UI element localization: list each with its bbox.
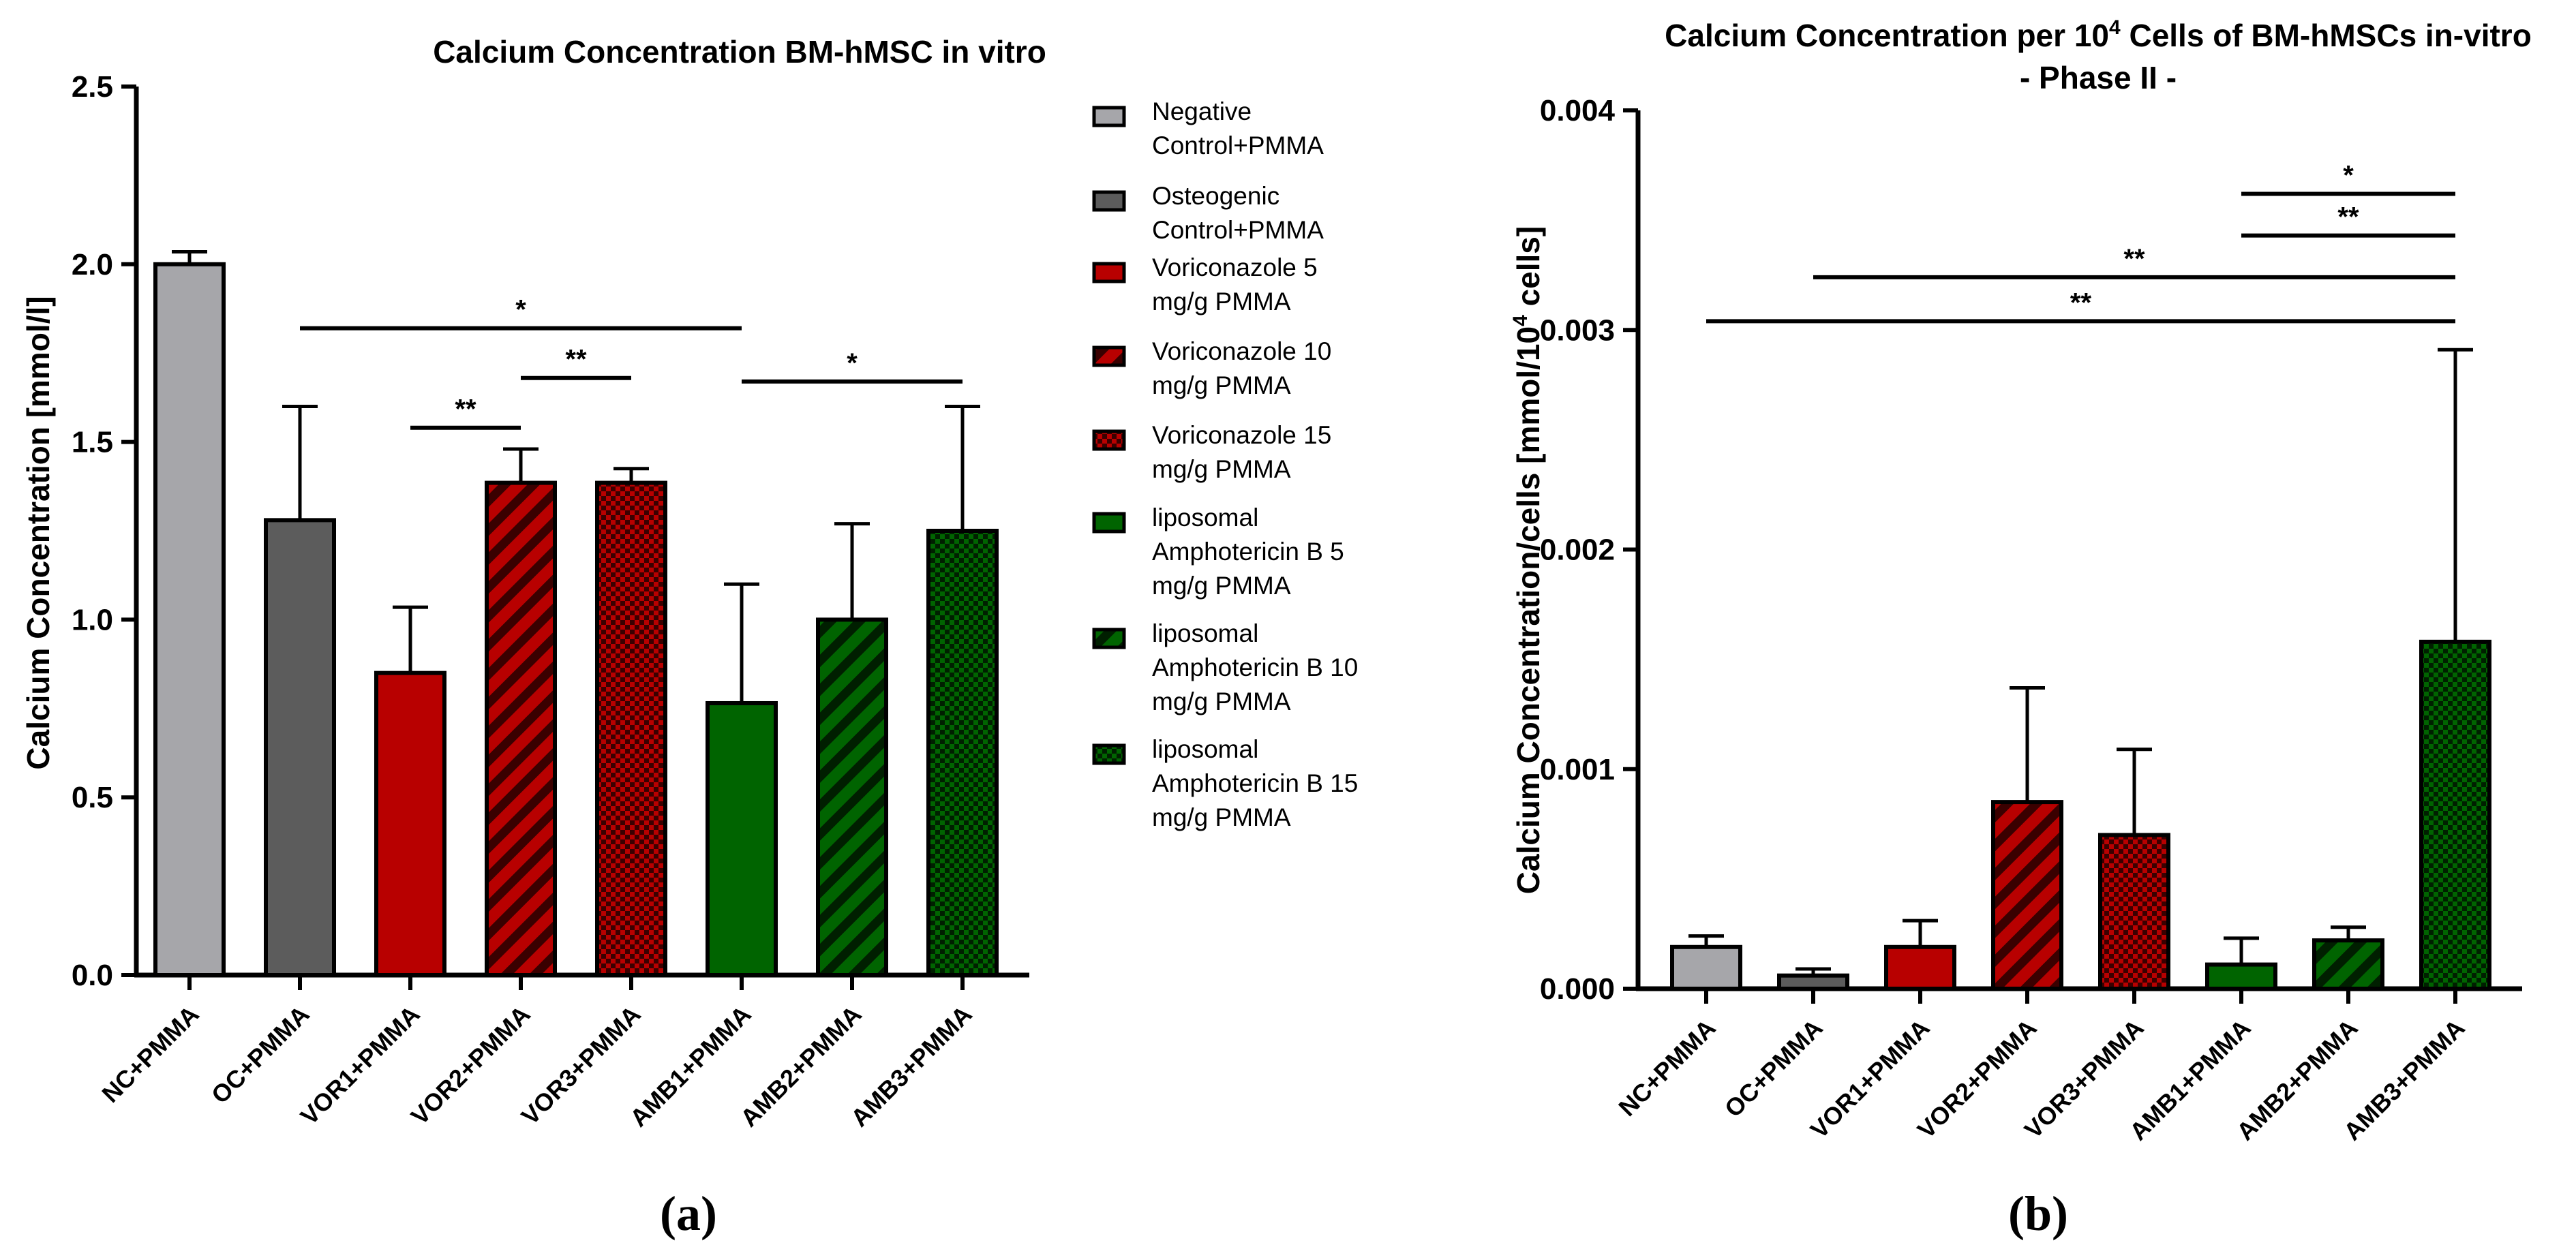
significance-label: ** <box>2070 288 2092 318</box>
bar-VOR3+PMMA <box>595 480 667 977</box>
legend-swatch <box>1092 190 1126 212</box>
chart-a-significance: ****** <box>300 295 963 430</box>
y-tick-label: 0.004 <box>1540 94 1616 127</box>
significance-label: * <box>847 348 858 378</box>
legend-swatch <box>1092 512 1126 534</box>
legend-swatch <box>1092 106 1126 127</box>
chart-b-ylabel-superscript: 4 <box>1509 315 1532 326</box>
legend-swatch <box>1092 628 1126 649</box>
legend: Negative Control+PMMA Osteogenic Control+PM… <box>1092 97 1358 831</box>
chart-a-x-tick-labels: NC+PMMA OC+PMMAVOR1+PMMAVOR2+PMMAVOR3+PMM… <box>96 1000 977 1132</box>
bar-AMB2+PMMA <box>816 617 888 977</box>
y-tick-label: 0.001 <box>1540 753 1615 786</box>
significance-label: ** <box>2337 202 2359 232</box>
y-tick-label: 0.000 <box>1540 972 1615 1006</box>
bar-NC+PMMA <box>153 262 226 977</box>
y-tick-label: 2.5 <box>72 70 113 104</box>
chart-b-significance: ******* <box>1706 160 2455 324</box>
legend-swatch <box>1092 345 1126 367</box>
chart-b-bars <box>1670 348 2491 991</box>
legend-swatch <box>1092 743 1126 765</box>
bar-VOR1+PMMA <box>1884 944 1956 991</box>
y-tick-label: 1.5 <box>72 426 113 459</box>
legend-label: Voriconazole 5 mg/g PMMA <box>1152 253 1318 315</box>
chart-b-title-superscript: 4 <box>2109 16 2121 39</box>
bar-AMB3+PMMA <box>926 529 999 977</box>
y-tick-label: 0.5 <box>72 781 113 814</box>
chart-panel-a: Calcium Concentration BM-hMSC in vitro C… <box>20 34 1046 1241</box>
chart-a-title: Calcium Concentration BM-hMSC in vitro <box>433 34 1046 70</box>
y-tick-label: 0.002 <box>1540 534 1615 567</box>
chart-a-ylabel: Calcium Concentration [mmol/l] <box>20 296 56 769</box>
chart-b-axes: 0.000 0.001 0.002 0.003 0.004 <box>1540 94 2522 1006</box>
y-tick-label: 0.0 <box>72 959 113 992</box>
significance-label: ** <box>565 345 587 375</box>
chart-b-title: Calcium Concentration per 104 Cells of B… <box>1665 16 2532 53</box>
bar-VOR2+PMMA <box>485 480 557 977</box>
bar-AMB3+PMMA <box>2419 639 2491 991</box>
bar-OC+PMMA <box>264 518 336 977</box>
bar-VOR1+PMMA <box>374 670 446 977</box>
panel-a-label: (a) <box>660 1186 717 1241</box>
chart-b-ylabel: Calcium Concentration/cells [mmol/104 ce… <box>1509 226 1546 894</box>
chart-b-ylabel-rest: cells] <box>1511 226 1546 315</box>
chart-b-subtitle: - Phase II - <box>2020 60 2177 95</box>
x-tick-label: NC+PMMA <box>96 1000 204 1108</box>
chart-panel-b: Calcium Concentration per 104 Cells of B… <box>1509 16 2532 1241</box>
y-tick-label: 1.0 <box>72 603 113 636</box>
legend-label: Voriconazole 15 mg/g PMMA <box>1152 421 1331 483</box>
bar-AMB2+PMMA <box>2312 938 2384 991</box>
chart-b-title-rest: Cells of BM-hMSCs in-vitro <box>2121 18 2532 53</box>
bar-NC+PMMA <box>1670 944 1742 991</box>
bar-OC+PMMA <box>1777 973 1849 991</box>
legend-label: Osteogenic Control+PMMA <box>1152 182 1324 244</box>
x-tick-label: OC+PMMA <box>1719 1014 1828 1123</box>
significance-label: * <box>515 295 526 325</box>
x-tick-label: NC+PMMA <box>1613 1014 1721 1122</box>
legend-label: Voriconazole 10 mg/g PMMA <box>1152 337 1331 399</box>
legend-label: liposomal Amphotericin B 10 mg/g PMMA <box>1152 619 1358 715</box>
legend-swatch <box>1092 429 1126 451</box>
legend-label: Negative Control+PMMA <box>1152 97 1324 159</box>
legend-swatch <box>1092 262 1126 283</box>
significance-label: ** <box>2123 244 2145 274</box>
panel-b-label: (b) <box>2008 1186 2068 1241</box>
y-tick-label: 0.003 <box>1540 313 1615 347</box>
legend-label: liposomal Amphotericin B 5 mg/g PMMA <box>1152 504 1344 600</box>
chart-a-bars <box>153 250 999 977</box>
bar-VOR3+PMMA <box>2098 833 2170 991</box>
chart-b-x-tick-labels: NC+PMMAOC+PMMAVOR1+PMMAVOR2+PMMAVOR3+PMM… <box>1613 1014 2470 1146</box>
bar-AMB1+PMMA <box>2205 962 2277 991</box>
bar-VOR2+PMMA <box>1991 800 2063 991</box>
significance-label: * <box>2343 160 2354 190</box>
x-tick-label: OC+PMMA <box>206 1000 315 1109</box>
bar-AMB1+PMMA <box>706 700 778 977</box>
legend-label: liposomal Amphotericin B 15 mg/g PMMA <box>1152 735 1358 831</box>
significance-label: ** <box>455 395 476 425</box>
y-tick-label: 2.0 <box>72 248 113 281</box>
